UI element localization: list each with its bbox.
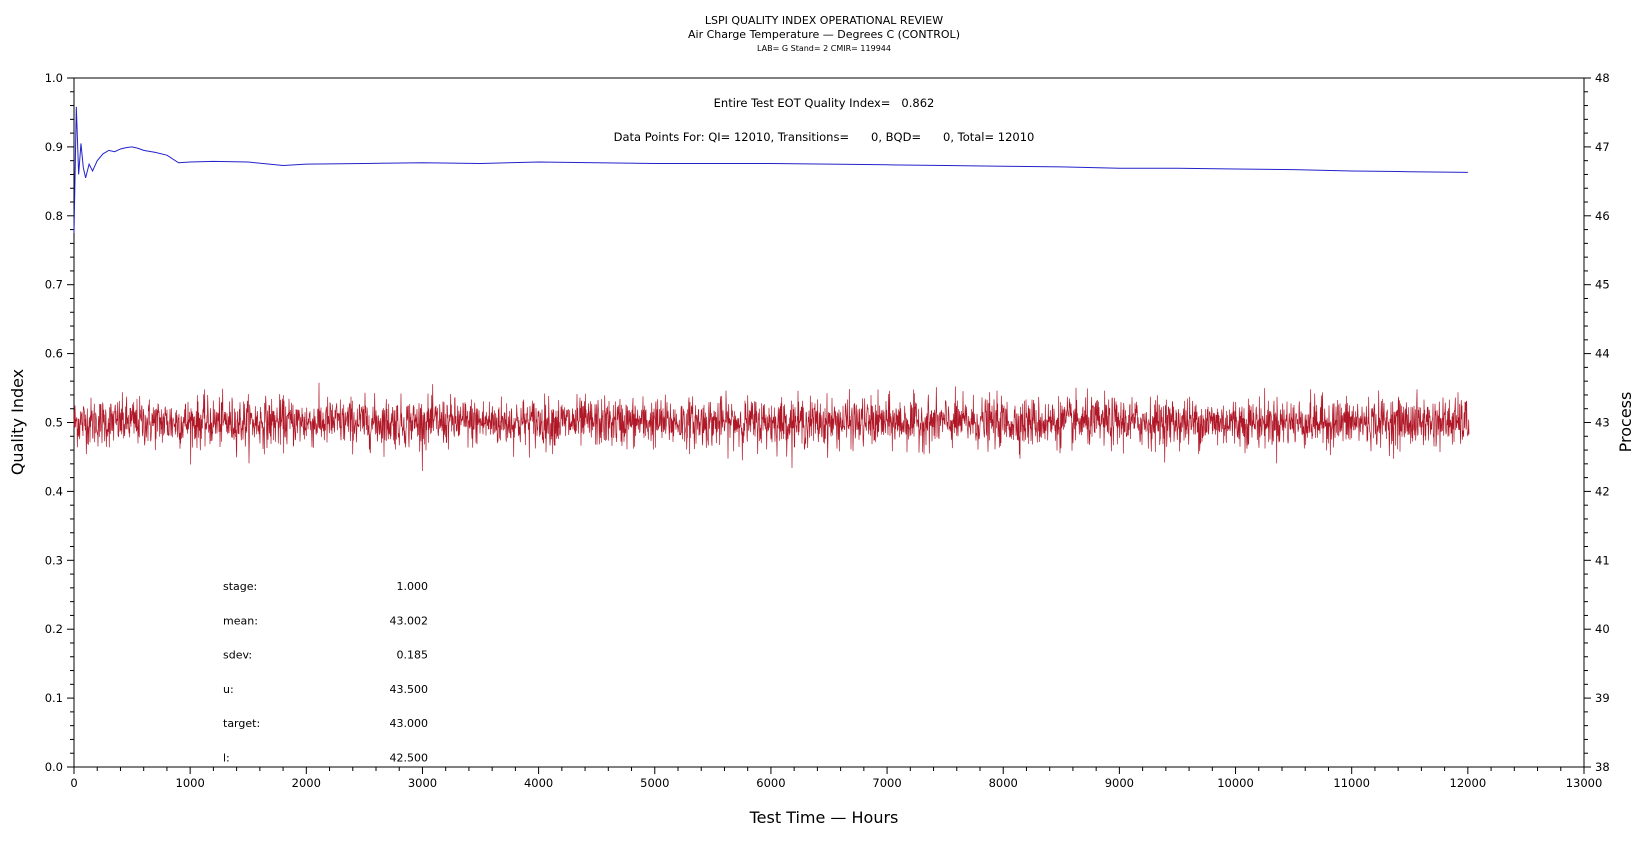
x-tick-label: 12000 xyxy=(1450,776,1487,790)
x-tick-label: 1000 xyxy=(176,776,205,790)
x-tick-label: 8000 xyxy=(989,776,1018,790)
x-axis-label: Test Time — Hours xyxy=(749,808,899,827)
chart-title: LSPI QUALITY INDEX OPERATIONAL REVIEW xyxy=(705,14,943,27)
stat-label: mean: xyxy=(223,614,258,627)
y-right-tick-label: 44 xyxy=(1595,347,1610,361)
series-group xyxy=(73,106,1470,472)
y-right-tick-label: 46 xyxy=(1595,209,1610,223)
y-left-tick-label: 0.6 xyxy=(45,347,63,361)
y-right-tick-label: 43 xyxy=(1595,416,1610,430)
x-tick-label: 10000 xyxy=(1217,776,1254,790)
stat-value: 42.500 xyxy=(390,752,429,765)
stat-value: 0.185 xyxy=(397,649,429,662)
y-left-tick-label: 0.4 xyxy=(45,484,63,498)
x-tick-label: 13000 xyxy=(1566,776,1603,790)
data-points-annotation: Data Points For: QI= 12010, Transitions=… xyxy=(614,130,1035,144)
stat-label: sdev: xyxy=(223,649,252,662)
stat-label: stage: xyxy=(223,580,257,593)
y-left-tick-label: 0.0 xyxy=(45,760,63,774)
y-right-tick-label: 39 xyxy=(1595,691,1610,705)
y-left-axis-label: Quality Index xyxy=(8,369,27,475)
y-left-tick-label: 0.8 xyxy=(45,209,63,223)
y-left-tick-label: 0.3 xyxy=(45,553,63,567)
y-left-tick-label: 0.2 xyxy=(45,622,63,636)
y-left-axis-ticks: 0.0 0.1 0.2 0.3 0.4 0.5 0.6 0.7 0.8 0.9 1.0 xyxy=(45,71,74,774)
x-tick-label: 6000 xyxy=(756,776,785,790)
stats-table: stage: 1.000 mean: 43.002 sdev: 0.185 u: 43.500… xyxy=(223,580,428,765)
x-axis-ticks: 0 1000 2000 3000 4000 5000 6000 7000 8000 9000 100… xyxy=(70,767,1602,790)
stat-label: target: xyxy=(223,717,260,730)
y-right-axis-label: Process xyxy=(1616,392,1635,453)
x-tick-label: 2000 xyxy=(292,776,321,790)
y-left-tick-label: 0.7 xyxy=(45,278,63,292)
y-left-tick-label: 0.5 xyxy=(45,416,63,430)
process-series-line xyxy=(73,382,1470,472)
quality-index-series-line xyxy=(73,106,1468,234)
chart-subtitle: Air Charge Temperature — Degrees C (CONT… xyxy=(688,28,960,41)
x-tick-label: 9000 xyxy=(1105,776,1134,790)
stat-value: 43.000 xyxy=(390,717,429,730)
y-right-tick-label: 42 xyxy=(1595,484,1610,498)
y-left-tick-label: 0.1 xyxy=(45,691,63,705)
x-tick-label: 7000 xyxy=(872,776,901,790)
y-left-tick-label: 1.0 xyxy=(45,71,63,85)
x-tick-label: 5000 xyxy=(640,776,669,790)
x-tick-label: 11000 xyxy=(1333,776,1370,790)
y-right-tick-label: 45 xyxy=(1595,278,1610,292)
quality-index-annotation: Entire Test EOT Quality Index= 0.862 xyxy=(714,96,935,110)
x-tick-label: 0 xyxy=(70,776,77,790)
y-right-axis-ticks: 38 39 40 41 42 43 44 45 46 47 48 xyxy=(1584,71,1610,774)
x-tick-label: 3000 xyxy=(408,776,437,790)
stat-label: u: xyxy=(223,683,234,696)
stat-label: l: xyxy=(223,752,230,765)
chart-subtitle-2: LAB= G Stand= 2 CMIR= 119944 xyxy=(757,44,891,53)
x-tick-label: 4000 xyxy=(524,776,553,790)
y-left-tick-label: 0.9 xyxy=(45,140,63,154)
y-right-tick-label: 38 xyxy=(1595,760,1610,774)
stat-value: 43.002 xyxy=(390,614,429,627)
y-right-tick-label: 47 xyxy=(1595,140,1610,154)
stat-value: 1.000 xyxy=(397,580,429,593)
y-right-tick-label: 40 xyxy=(1595,622,1610,636)
y-right-tick-label: 41 xyxy=(1595,553,1610,567)
stat-value: 43.500 xyxy=(390,683,429,696)
y-right-tick-label: 48 xyxy=(1595,71,1610,85)
